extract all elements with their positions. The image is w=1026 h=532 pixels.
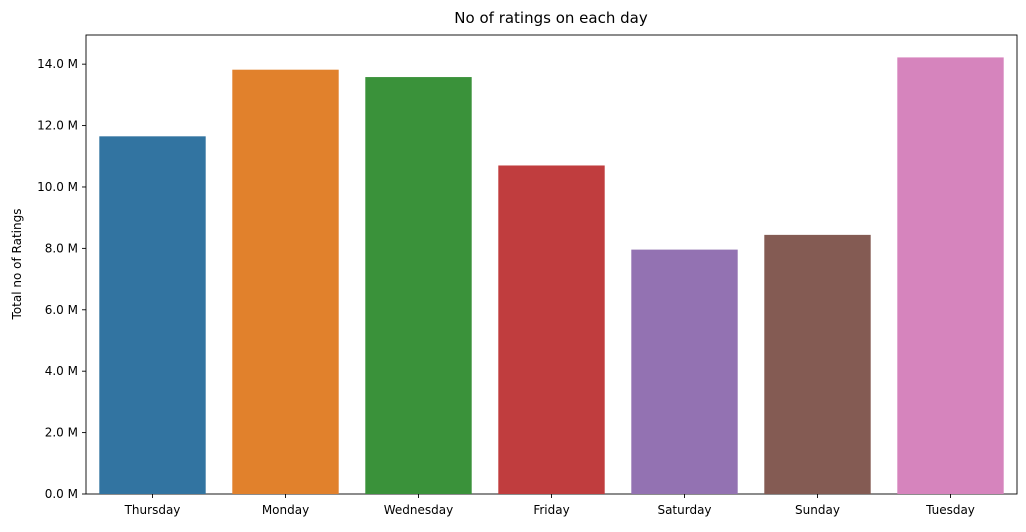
y-axis-label: Total no of Ratings <box>10 209 24 321</box>
x-tick-label-saturday: Saturday <box>657 503 711 517</box>
x-tick-label-monday: Monday <box>262 503 309 517</box>
chart-title: No of ratings on each day <box>454 9 648 27</box>
bar-tuesday <box>897 57 1004 494</box>
y-tick-label: 12.0 M <box>37 119 78 133</box>
bar-wednesday <box>365 77 472 494</box>
y-tick-label: 2.0 M <box>45 426 78 440</box>
x-axis: Thursday Monday Wednesday Friday Saturday Sun… <box>124 494 975 517</box>
y-tick-label: 0.0 M <box>45 487 78 501</box>
y-tick-label: 8.0 M <box>45 241 78 255</box>
x-tick-label-friday: Friday <box>533 503 569 517</box>
x-tick-label-tuesday: Tuesday <box>925 503 975 517</box>
bar-sunday <box>764 234 871 494</box>
y-axis: 0.0 M 2.0 M 4.0 M 6.0 M 8.0 M 10.0 M 12.0 M 14.… <box>37 57 86 501</box>
y-tick-label: 14.0 M <box>37 57 78 71</box>
y-tick-label: 10.0 M <box>37 180 78 194</box>
bar-monday <box>232 69 339 494</box>
x-tick-label-thursday: Thursday <box>124 503 181 517</box>
x-tick-label-wednesday: Wednesday <box>384 503 453 517</box>
bar-saturday <box>631 249 738 494</box>
bar-friday <box>498 165 605 495</box>
y-tick-label: 4.0 M <box>45 364 78 378</box>
y-tick-label: 6.0 M <box>45 303 78 317</box>
bar-thursday <box>99 136 206 494</box>
bars-group <box>99 57 1004 495</box>
x-tick-label-sunday: Sunday <box>795 503 840 517</box>
